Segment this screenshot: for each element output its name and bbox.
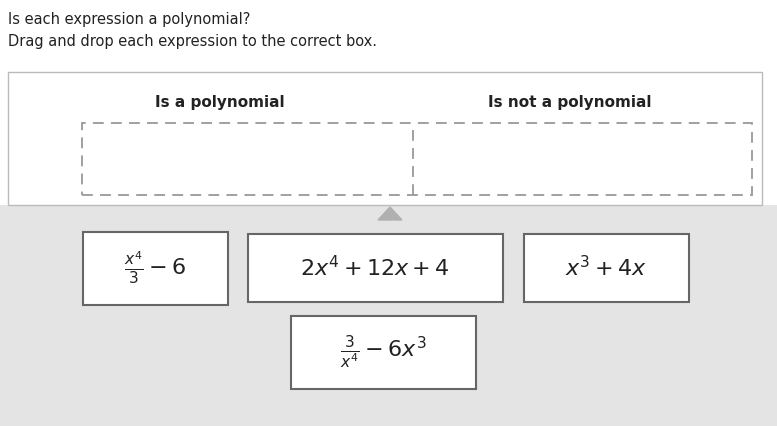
Bar: [248, 234, 503, 302]
Text: Is a polynomial: Is a polynomial: [155, 95, 285, 110]
Bar: [0, 205, 777, 426]
Text: $2x^4 + 12x + 4$: $2x^4 + 12x + 4$: [300, 256, 450, 281]
Bar: [82, 123, 752, 195]
Text: $\frac{3}{x^4} - 6x^3$: $\frac{3}{x^4} - 6x^3$: [340, 333, 427, 371]
Text: Is each expression a polynomial?: Is each expression a polynomial?: [8, 12, 250, 27]
Bar: [291, 316, 476, 389]
Text: $\frac{x^4}{3} - 6$: $\frac{x^4}{3} - 6$: [124, 250, 186, 286]
Bar: [524, 234, 688, 302]
Text: Is not a polynomial: Is not a polynomial: [488, 95, 652, 110]
Bar: [82, 231, 228, 305]
Polygon shape: [378, 207, 402, 220]
Text: $x^3 + 4x$: $x^3 + 4x$: [565, 256, 647, 281]
Bar: [8, 72, 762, 205]
Text: Drag and drop each expression to the correct box.: Drag and drop each expression to the cor…: [8, 34, 377, 49]
